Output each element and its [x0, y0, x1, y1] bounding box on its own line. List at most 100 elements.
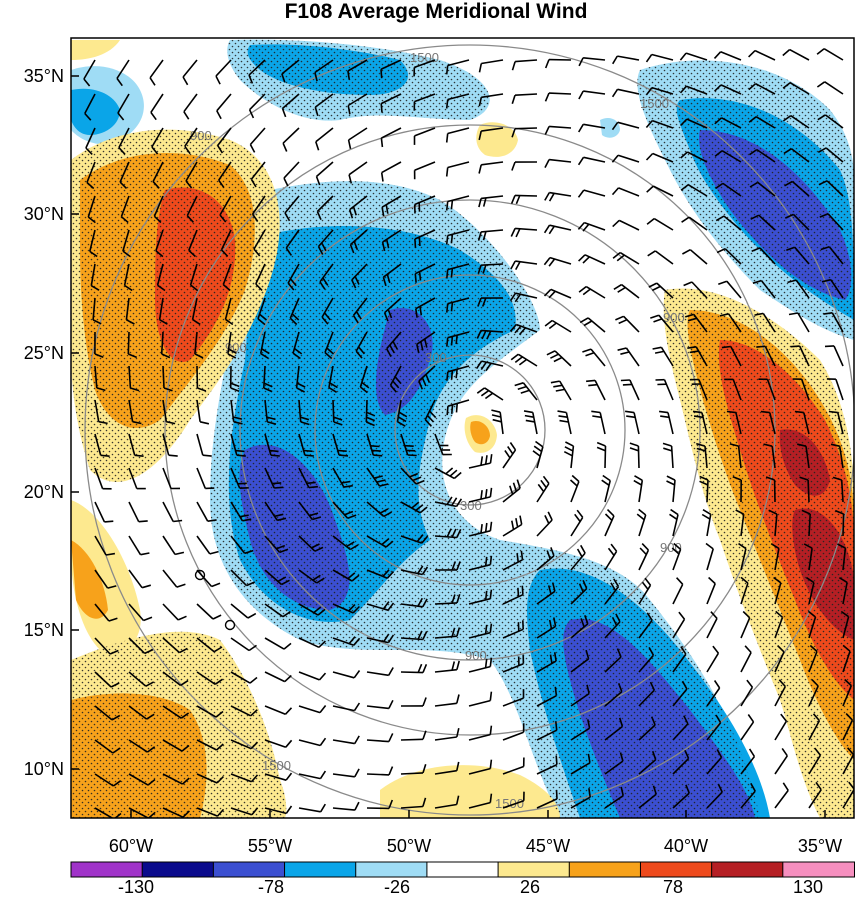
wind-barb-feather — [124, 284, 133, 292]
wind-barb — [189, 263, 198, 286]
wind-barb-feather — [652, 346, 662, 350]
wind-barb-feather — [418, 271, 422, 281]
ring-label: 1500 — [410, 50, 439, 65]
wind-barb — [721, 117, 742, 129]
wind-barb-feather — [422, 764, 427, 774]
wind-barb-feather — [576, 548, 583, 558]
wind-barb-feather — [645, 87, 653, 96]
wind-barb-feather — [157, 284, 166, 292]
wind-barb — [706, 687, 721, 707]
wind-barb-feather — [412, 476, 422, 482]
wind-barb-feather — [455, 498, 463, 507]
wind-barb-feather — [418, 380, 424, 390]
wind-barb-feather — [547, 511, 553, 521]
wind-barb — [638, 654, 655, 673]
wind-barb — [833, 345, 844, 367]
wind-barb — [298, 637, 320, 649]
wind-barb — [162, 365, 165, 389]
wind-barb — [418, 365, 436, 382]
wind-barb-feather — [285, 805, 293, 814]
wind-barb-feather — [94, 353, 104, 358]
wind-barb-feather — [386, 571, 395, 579]
wind-barb-feather — [450, 370, 454, 380]
wind-barb — [447, 127, 470, 135]
wind-barb — [756, 148, 776, 163]
range-ring-300 — [394, 354, 546, 506]
wind-barb-feather — [645, 152, 654, 161]
wind-barb-feather — [713, 680, 721, 689]
wind-barb-feather — [586, 684, 590, 694]
wind-barb — [128, 535, 142, 556]
wind-barb-feather — [817, 147, 827, 153]
wind-barb — [400, 501, 421, 514]
wind-barb-feather — [583, 320, 593, 327]
wind-barb-feather — [348, 174, 353, 184]
colorbar-swatch — [141, 861, 215, 878]
wind-barb — [162, 569, 178, 588]
wind-barb-feather — [729, 443, 739, 447]
wind-barb-feather — [296, 387, 305, 393]
wind-barb — [250, 161, 266, 180]
wind-barb — [186, 195, 198, 217]
wind-barb-feather — [650, 314, 660, 319]
wind-barb-feather — [381, 538, 390, 546]
wind-barb-feather — [220, 249, 229, 257]
wind-barb — [706, 514, 712, 537]
wind-barb-feather — [509, 292, 517, 302]
wind-barb — [230, 569, 248, 587]
wind-barb-feather — [512, 482, 518, 492]
wind-barb — [314, 93, 334, 108]
wind-barb — [219, 195, 232, 216]
wind-barb-feather — [118, 147, 126, 155]
wind-barb-feather — [225, 318, 234, 326]
wind-barb-feather — [629, 442, 639, 447]
wind-barb — [352, 297, 368, 316]
ring-label: 1500 — [495, 796, 524, 811]
wind-barb-feather — [153, 215, 162, 224]
wind-barb-feather — [314, 72, 318, 82]
wind-barb — [604, 445, 607, 469]
wind-barb-feather — [484, 658, 488, 668]
wind-barb — [298, 739, 321, 747]
wind-barb-feather — [794, 410, 804, 414]
wind-barb — [128, 365, 132, 389]
wind-barb-feather — [618, 717, 624, 727]
wind-barb — [762, 312, 776, 333]
wind-barb-feather — [514, 293, 521, 303]
colorbar-label: 26 — [520, 877, 540, 897]
wind-barb — [760, 280, 776, 299]
wind-barb — [481, 127, 504, 132]
wind-barb — [706, 583, 716, 605]
wind-barb-feather — [168, 454, 178, 457]
wind-barb-feather — [811, 679, 819, 687]
wind-barb-feather — [456, 627, 461, 637]
wind-barb-feather — [519, 515, 523, 525]
wind-barb — [94, 671, 112, 688]
wind-barb — [808, 513, 811, 537]
wind-barb-feather — [517, 385, 527, 391]
wind-barb — [570, 727, 591, 741]
ring-label: 1500 — [262, 758, 291, 773]
wind-barb-feather — [199, 421, 210, 425]
wind-barb-feather — [492, 418, 502, 423]
wind-barb-feather — [184, 145, 191, 155]
wind-barb — [332, 433, 340, 456]
wind-barb-feather — [749, 148, 758, 156]
wind-barb — [502, 523, 523, 537]
wind-barb-feather — [569, 479, 578, 487]
wind-barb-feather — [365, 421, 375, 427]
ring-label: 1500 — [640, 96, 669, 111]
wind-barb — [565, 412, 572, 435]
wind-barb-feather — [218, 179, 225, 189]
wind-barb — [86, 161, 96, 183]
ring-label: 300 — [460, 498, 482, 513]
wind-barb-feather — [322, 277, 329, 286]
wind-barb — [264, 501, 278, 521]
wind-barb — [249, 93, 266, 111]
wind-barb-feather — [515, 228, 521, 238]
wind-barb-feather — [612, 251, 621, 259]
wind-barb-feather — [830, 443, 840, 447]
wind-barb — [94, 603, 110, 622]
wind-barb — [289, 297, 300, 319]
wind-barb-feather — [612, 219, 620, 228]
